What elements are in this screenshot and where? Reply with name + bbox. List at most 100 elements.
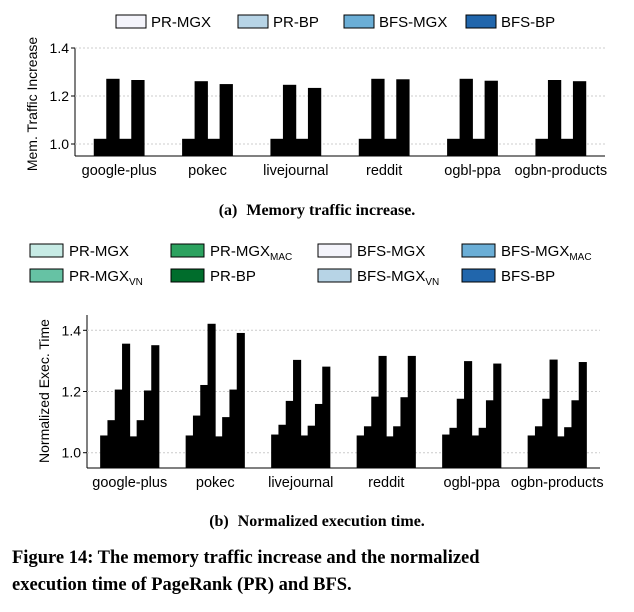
- chart-#f4f4fb,#b7d4e6,#6baed6,#2166ac-xtick-label: pokec: [188, 163, 227, 179]
- bar-#c7ebe5,#66c2a4,#2ca25f,#006d2c,#f4f4fb,#b7d4e6,#6baed6,#2166ac-pokec-bfs-mgx-vn: [222, 417, 231, 469]
- legend-b-swatch-pr-bp: [170, 268, 205, 283]
- bar-#c7ebe5,#66c2a4,#2ca25f,#006d2c,#f4f4fb,#b7d4e6,#6baed6,#2166ac-google-plus-pr-mgx-mac: [114, 389, 123, 469]
- bar-#c7ebe5,#66c2a4,#2ca25f,#006d2c,#f4f4fb,#b7d4e6,#6baed6,#2166ac-ogbn-products-bfs-mgx-mac: [571, 400, 580, 469]
- chart-#c7ebe5,#66c2a4,#2ca25f,#006d2c,#f4f4fb,#b7d4e6,#6baed6,#2166ac-xtick-label: google-plus: [92, 475, 167, 491]
- legend-b-swatch-pr-mgx: [29, 243, 64, 258]
- bar-#f4f4fb,#b7d4e6,#6baed6,#2166ac-ogbn-products-pr-mgx: [535, 138, 549, 157]
- chart-#f4f4fb,#b7d4e6,#6baed6,#2166ac-ytick-label: 1.0: [50, 136, 70, 152]
- bar-#c7ebe5,#66c2a4,#2ca25f,#006d2c,#f4f4fb,#b7d4e6,#6baed6,#2166ac-pokec-pr-mgx-mac: [200, 384, 209, 469]
- chart-#c7ebe5,#66c2a4,#2ca25f,#006d2c,#f4f4fb,#b7d4e6,#6baed6,#2166ac-xtick-label: ogbn-products: [511, 475, 604, 491]
- legend-b-swatch-bfs-mgx-mac: [461, 243, 496, 258]
- legend-b-swatch-bfs-mgx-vn: [317, 268, 352, 283]
- bar-#c7ebe5,#66c2a4,#2ca25f,#006d2c,#f4f4fb,#b7d4e6,#6baed6,#2166ac-livejournal-pr-mgx-mac: [285, 400, 294, 469]
- bar-#f4f4fb,#b7d4e6,#6baed6,#2166ac-pokec-bfs-bp: [219, 84, 233, 157]
- bar-#c7ebe5,#66c2a4,#2ca25f,#006d2c,#f4f4fb,#b7d4e6,#6baed6,#2166ac-livejournal-bfs-mgx-mac: [314, 403, 324, 469]
- chart-a: PR-MGX PR-BP BFS-MGX BFS-BP Mem. Traffic…: [24, 14, 607, 219]
- bar-#c7ebe5,#66c2a4,#2ca25f,#006d2c,#f4f4fb,#b7d4e6,#6baed6,#2166ac-ogbl-ppa-bfs-mgx-mac: [485, 400, 495, 469]
- chart-b-caption: (b) Normalized execution time.: [209, 513, 425, 530]
- chart-#f4f4fb,#b7d4e6,#6baed6,#2166ac-xtick-label: google-plus: [82, 163, 157, 179]
- chart-a-caption: (a) Memory traffic increase.: [219, 202, 416, 219]
- bar-#f4f4fb,#b7d4e6,#6baed6,#2166ac-pokec-pr-mgx: [182, 138, 196, 157]
- bar-#c7ebe5,#66c2a4,#2ca25f,#006d2c,#f4f4fb,#b7d4e6,#6baed6,#2166ac-google-plus-bfs-mgx-vn: [136, 420, 145, 469]
- chart-#c7ebe5,#66c2a4,#2ca25f,#006d2c,#f4f4fb,#b7d4e6,#6baed6,#2166ac-xtick-label: pokec: [196, 475, 235, 491]
- legend-a-swatch-pr-mgx: [115, 14, 147, 29]
- bar-#c7ebe5,#66c2a4,#2ca25f,#006d2c,#f4f4fb,#b7d4e6,#6baed6,#2166ac-pokec-bfs-bp: [236, 332, 245, 469]
- bar-#f4f4fb,#b7d4e6,#6baed6,#2166ac-ogbn-products-bfs-mgx: [560, 138, 574, 157]
- bar-#c7ebe5,#66c2a4,#2ca25f,#006d2c,#f4f4fb,#b7d4e6,#6baed6,#2166ac-reddit-bfs-bp: [407, 355, 416, 469]
- bar-#c7ebe5,#66c2a4,#2ca25f,#006d2c,#f4f4fb,#b7d4e6,#6baed6,#2166ac-ogbl-ppa-pr-mgx: [442, 434, 451, 469]
- legend-a-label-pr-mgx: PR-MGX: [151, 14, 211, 31]
- legend-b-swatch-bfs-bp: [461, 268, 496, 283]
- bar-#c7ebe5,#66c2a4,#2ca25f,#006d2c,#f4f4fb,#b7d4e6,#6baed6,#2166ac-ogbn-products-pr-mgx-mac: [542, 398, 551, 469]
- chart-#c7ebe5,#66c2a4,#2ca25f,#006d2c,#f4f4fb,#b7d4e6,#6baed6,#2166ac-xtick-label: livejournal: [268, 475, 333, 491]
- chart-a-legend: PR-MGX PR-BP BFS-MGX BFS-BP: [115, 14, 555, 31]
- bar-#c7ebe5,#66c2a4,#2ca25f,#006d2c,#f4f4fb,#b7d4e6,#6baed6,#2166ac-reddit-bfs-mgx-mac: [400, 397, 409, 469]
- bar-#c7ebe5,#66c2a4,#2ca25f,#006d2c,#f4f4fb,#b7d4e6,#6baed6,#2166ac-pokec-pr-mgx-vn: [192, 415, 202, 469]
- bar-#c7ebe5,#66c2a4,#2ca25f,#006d2c,#f4f4fb,#b7d4e6,#6baed6,#2166ac-ogbl-ppa-bfs-mgx: [471, 435, 480, 469]
- legend-b-swatch-bfs-mgx: [317, 243, 352, 258]
- figure-caption-line2: execution time of PageRank (PR) and BFS.: [12, 575, 352, 595]
- bar-#c7ebe5,#66c2a4,#2ca25f,#006d2c,#f4f4fb,#b7d4e6,#6baed6,#2166ac-pokec-bfs-mgx-mac: [229, 389, 238, 469]
- bar-#c7ebe5,#66c2a4,#2ca25f,#006d2c,#f4f4fb,#b7d4e6,#6baed6,#2166ac-google-plus-pr-mgx-vn: [107, 420, 116, 469]
- bar-#f4f4fb,#b7d4e6,#6baed6,#2166ac-livejournal-bfs-bp: [307, 87, 322, 157]
- bar-#c7ebe5,#66c2a4,#2ca25f,#006d2c,#f4f4fb,#b7d4e6,#6baed6,#2166ac-livejournal-bfs-mgx: [300, 435, 309, 469]
- legend-b-label-bfs-mgx-mac: BFS-MGXMAC: [501, 243, 592, 263]
- bar-#f4f4fb,#b7d4e6,#6baed6,#2166ac-reddit-pr-mgx: [358, 138, 373, 157]
- chart-a-caption-prefix: (a): [219, 202, 238, 219]
- chart-a-ylabel: Mem. Traffic Increase: [24, 37, 40, 172]
- chart-#f4f4fb,#b7d4e6,#6baed6,#2166ac-xtick-label: livejournal: [263, 163, 328, 179]
- bar-#f4f4fb,#b7d4e6,#6baed6,#2166ac-google-plus-pr-mgx: [93, 138, 108, 157]
- legend-a-swatch-pr-bp: [237, 14, 269, 29]
- chart-b: PR-MGX PR-MGXMAC BFS-MGX BFS-MGXMAC PR-M…: [29, 243, 604, 530]
- legend-b-label-pr-mgx: PR-MGX: [69, 243, 129, 260]
- legend-b-label-pr-mgx-mac: PR-MGXMAC: [210, 243, 292, 263]
- bar-#f4f4fb,#b7d4e6,#6baed6,#2166ac-reddit-pr-bp: [371, 78, 385, 157]
- bar-#f4f4fb,#b7d4e6,#6baed6,#2166ac-ogbn-products-pr-bp: [547, 80, 562, 157]
- bar-#c7ebe5,#66c2a4,#2ca25f,#006d2c,#f4f4fb,#b7d4e6,#6baed6,#2166ac-livejournal-bfs-bp: [322, 366, 331, 469]
- bar-#c7ebe5,#66c2a4,#2ca25f,#006d2c,#f4f4fb,#b7d4e6,#6baed6,#2166ac-reddit-pr-bp: [378, 355, 387, 469]
- chart-b-plot: 1.0 1.2 1.4 google-plus pokec livejournal redd…: [62, 315, 604, 491]
- bar-#c7ebe5,#66c2a4,#2ca25f,#006d2c,#f4f4fb,#b7d4e6,#6baed6,#2166ac-ogbl-ppa-pr-mgx-mac: [456, 398, 465, 469]
- chart-a-caption-text: Memory traffic increase.: [246, 202, 415, 219]
- bar-#c7ebe5,#66c2a4,#2ca25f,#006d2c,#f4f4fb,#b7d4e6,#6baed6,#2166ac-google-plus-bfs-bp: [151, 345, 160, 469]
- bar-#f4f4fb,#b7d4e6,#6baed6,#2166ac-ogbl-ppa-bfs-mgx: [472, 138, 486, 157]
- chart-#c7ebe5,#66c2a4,#2ca25f,#006d2c,#f4f4fb,#b7d4e6,#6baed6,#2166ac-ytick-label: 1.2: [62, 384, 82, 400]
- bar-#c7ebe5,#66c2a4,#2ca25f,#006d2c,#f4f4fb,#b7d4e6,#6baed6,#2166ac-reddit-pr-mgx-vn: [363, 426, 373, 469]
- bar-#c7ebe5,#66c2a4,#2ca25f,#006d2c,#f4f4fb,#b7d4e6,#6baed6,#2166ac-ogbn-products-bfs-bp: [578, 362, 587, 469]
- bar-#c7ebe5,#66c2a4,#2ca25f,#006d2c,#f4f4fb,#b7d4e6,#6baed6,#2166ac-livejournal-bfs-mgx-vn: [307, 425, 316, 469]
- chart-b-caption-prefix: (b): [209, 513, 229, 530]
- chart-#c7ebe5,#66c2a4,#2ca25f,#006d2c,#f4f4fb,#b7d4e6,#6baed6,#2166ac-ytick-label: 1.0: [62, 445, 82, 461]
- legend-b-swatch-pr-mgx-vn: [29, 268, 64, 283]
- figure-caption: Figure 14: The memory traffic increase a…: [12, 548, 480, 595]
- bar-#c7ebe5,#66c2a4,#2ca25f,#006d2c,#f4f4fb,#b7d4e6,#6baed6,#2166ac-google-plus-pr-mgx: [100, 435, 109, 469]
- bar-#f4f4fb,#b7d4e6,#6baed6,#2166ac-ogbl-ppa-pr-bp: [459, 78, 473, 157]
- chart-b-ylabel: Normalized Exec. Time: [36, 319, 52, 463]
- chart-#f4f4fb,#b7d4e6,#6baed6,#2166ac-xtick-label: ogbl-ppa: [444, 163, 501, 179]
- bar-#c7ebe5,#66c2a4,#2ca25f,#006d2c,#f4f4fb,#b7d4e6,#6baed6,#2166ac-ogbn-products-bfs-mgx: [556, 436, 565, 469]
- legend-a-label-bfs-mgx: BFS-MGX: [379, 14, 447, 31]
- bar-#f4f4fb,#b7d4e6,#6baed6,#2166ac-livejournal-bfs-mgx: [295, 138, 309, 157]
- chart-#f4f4fb,#b7d4e6,#6baed6,#2166ac-xtick-label: reddit: [366, 163, 402, 179]
- bar-#c7ebe5,#66c2a4,#2ca25f,#006d2c,#f4f4fb,#b7d4e6,#6baed6,#2166ac-ogbl-ppa-bfs-mgx-vn: [478, 427, 487, 469]
- bar-#c7ebe5,#66c2a4,#2ca25f,#006d2c,#f4f4fb,#b7d4e6,#6baed6,#2166ac-ogbl-ppa-pr-bp: [464, 361, 473, 469]
- bar-#f4f4fb,#b7d4e6,#6baed6,#2166ac-reddit-bfs-bp: [396, 79, 410, 157]
- bar-#f4f4fb,#b7d4e6,#6baed6,#2166ac-google-plus-bfs-bp: [131, 80, 145, 157]
- legend-b-swatch-pr-mgx-mac: [170, 243, 205, 258]
- legend-b-label-bfs-mgx-vn: BFS-MGXVN: [357, 268, 439, 288]
- bar-#c7ebe5,#66c2a4,#2ca25f,#006d2c,#f4f4fb,#b7d4e6,#6baed6,#2166ac-pokec-bfs-mgx: [214, 436, 223, 469]
- legend-b-label-bfs-mgx: BFS-MGX: [357, 243, 425, 260]
- bar-#f4f4fb,#b7d4e6,#6baed6,#2166ac-ogbl-ppa-bfs-bp: [484, 80, 498, 157]
- bar-#c7ebe5,#66c2a4,#2ca25f,#006d2c,#f4f4fb,#b7d4e6,#6baed6,#2166ac-reddit-bfs-mgx: [385, 436, 394, 469]
- bar-#c7ebe5,#66c2a4,#2ca25f,#006d2c,#f4f4fb,#b7d4e6,#6baed6,#2166ac-reddit-pr-mgx-mac: [371, 396, 380, 469]
- chart-#c7ebe5,#66c2a4,#2ca25f,#006d2c,#f4f4fb,#b7d4e6,#6baed6,#2166ac-xtick-label: ogbl-ppa: [444, 475, 501, 491]
- bar-#c7ebe5,#66c2a4,#2ca25f,#006d2c,#f4f4fb,#b7d4e6,#6baed6,#2166ac-livejournal-pr-mgx: [271, 434, 280, 469]
- bar-#c7ebe5,#66c2a4,#2ca25f,#006d2c,#f4f4fb,#b7d4e6,#6baed6,#2166ac-pokec-pr-bp: [207, 323, 216, 469]
- bar-#f4f4fb,#b7d4e6,#6baed6,#2166ac-livejournal-pr-mgx: [270, 138, 284, 157]
- bar-#c7ebe5,#66c2a4,#2ca25f,#006d2c,#f4f4fb,#b7d4e6,#6baed6,#2166ac-reddit-bfs-mgx-vn: [393, 426, 402, 469]
- legend-b-label-bfs-bp: BFS-BP: [501, 268, 555, 285]
- bar-#c7ebe5,#66c2a4,#2ca25f,#006d2c,#f4f4fb,#b7d4e6,#6baed6,#2166ac-reddit-pr-mgx: [356, 435, 365, 469]
- bar-#f4f4fb,#b7d4e6,#6baed6,#2166ac-livejournal-pr-bp: [282, 84, 297, 157]
- bar-#c7ebe5,#66c2a4,#2ca25f,#006d2c,#f4f4fb,#b7d4e6,#6baed6,#2166ac-livejournal-pr-bp: [293, 359, 302, 469]
- bar-#c7ebe5,#66c2a4,#2ca25f,#006d2c,#f4f4fb,#b7d4e6,#6baed6,#2166ac-ogbl-ppa-bfs-bp: [493, 363, 502, 469]
